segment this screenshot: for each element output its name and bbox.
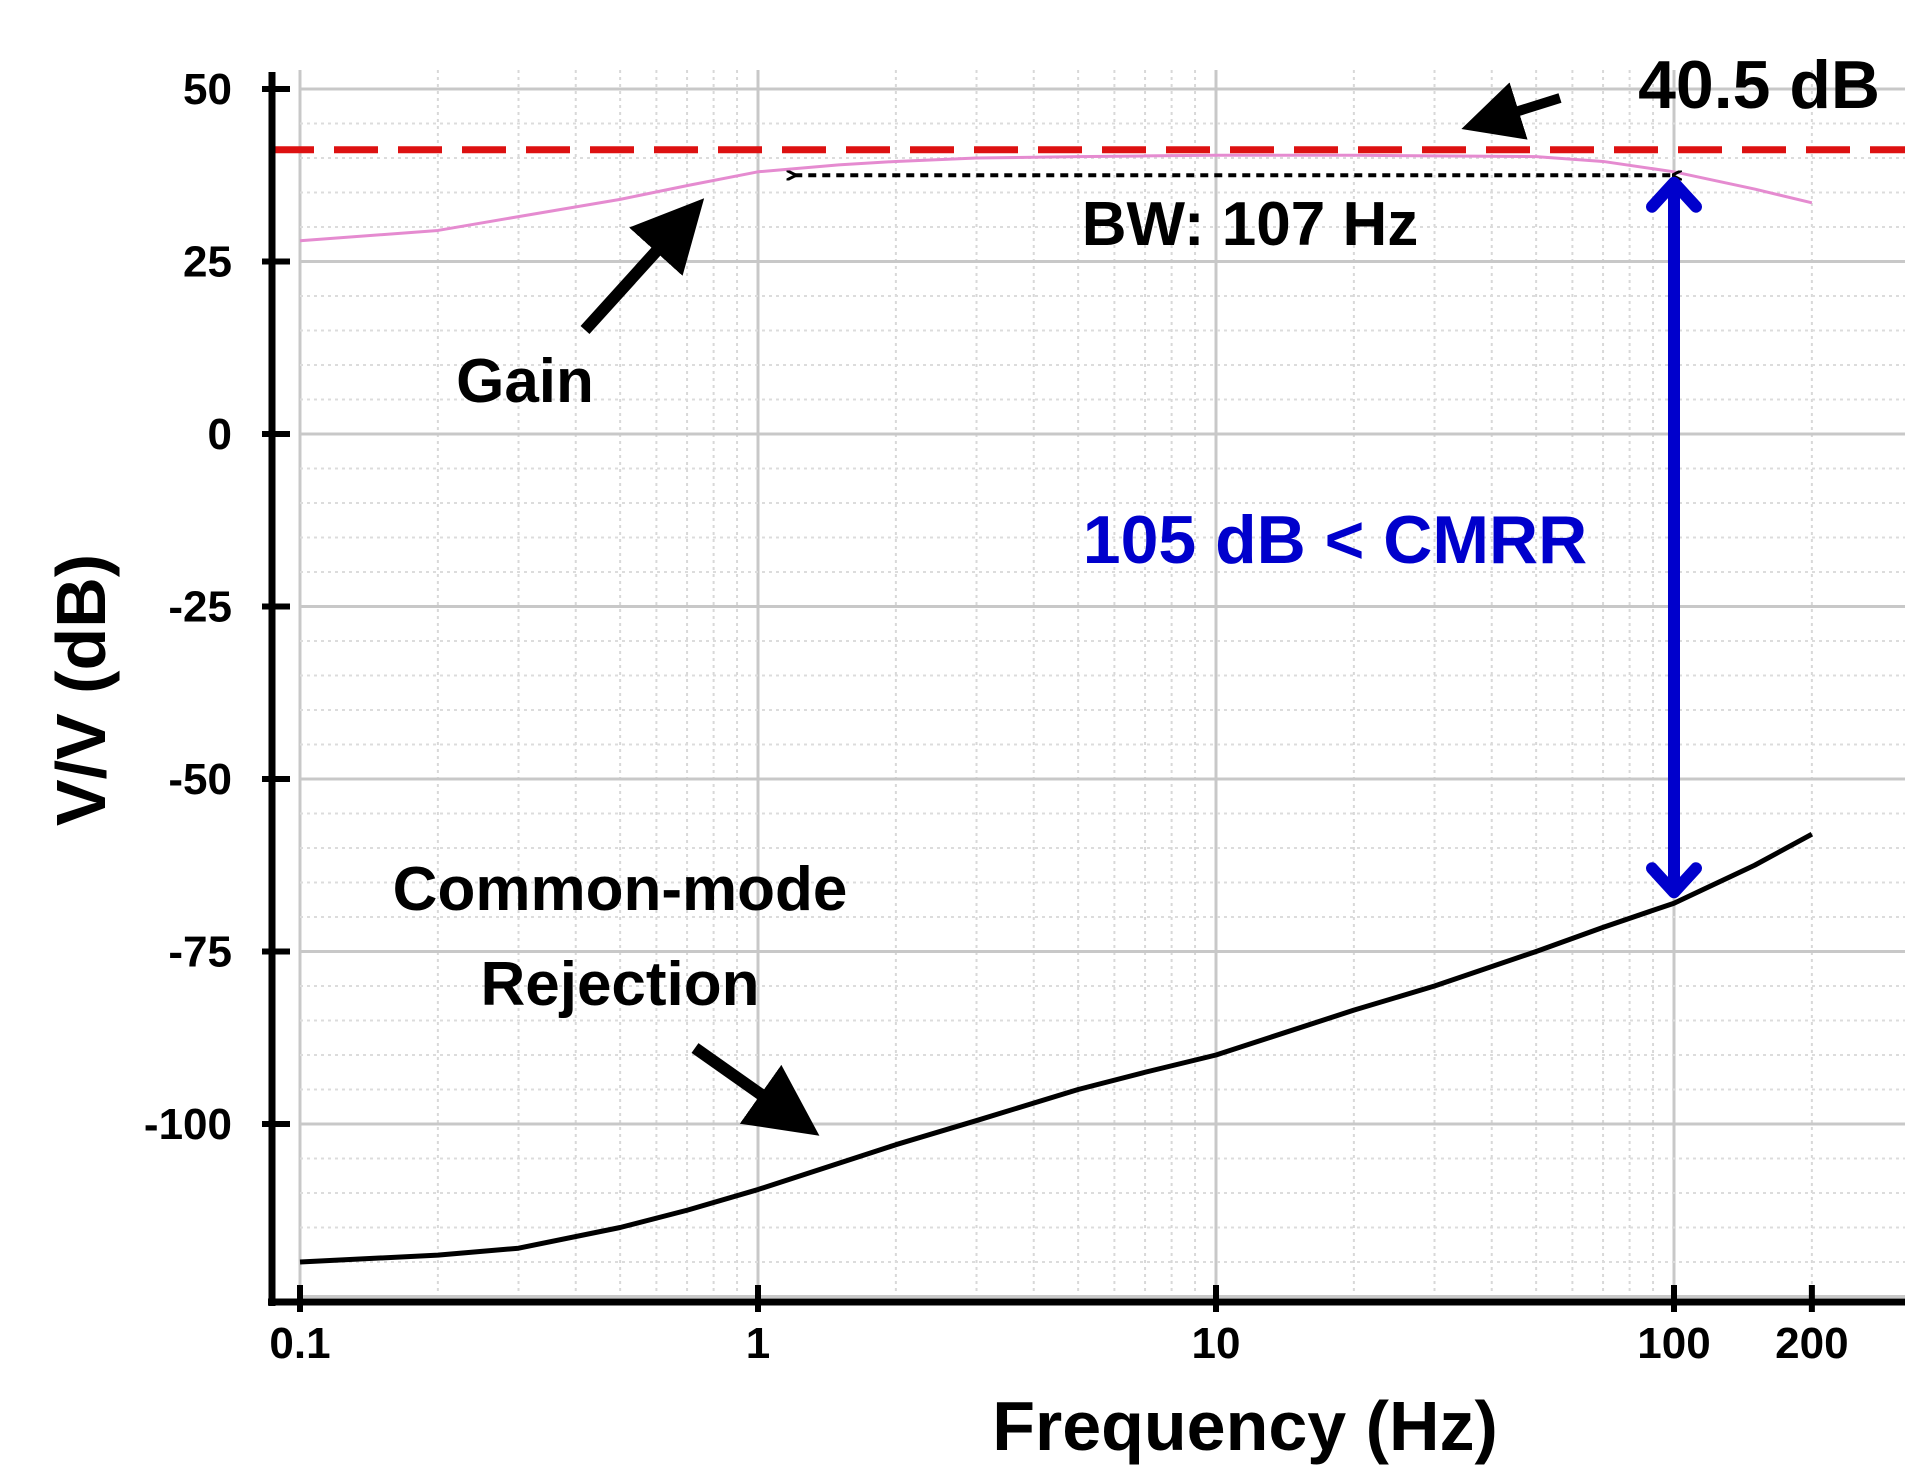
gain-series-line (299, 153, 1813, 243)
y-tick-label: -50 (168, 755, 232, 804)
cmr-series-line (299, 832, 1814, 1265)
cmr-arrow (691, 1043, 820, 1136)
cmrr-arrow-head-top (1646, 176, 1702, 213)
cmr-label-line1: Common-mode (393, 855, 848, 924)
cmrr-arrow-head-bottom (1646, 862, 1702, 899)
peak-gain-label: 40.5 dB (1638, 47, 1880, 123)
x-tick-label: 200 (1775, 1319, 1848, 1368)
tick-layer: 50 25 0 -25 -50 -75 -100 0.1 1 10 100 200 (144, 65, 1849, 1368)
peak-gain-arrow (1461, 82, 1562, 140)
y-tick-label: 50 (183, 65, 232, 114)
x-axis-title: Frequency (Hz) (992, 1387, 1498, 1465)
y-tick-label: 25 (183, 238, 232, 287)
y-tick-label: -100 (144, 1100, 232, 1149)
gain-arrow (580, 198, 705, 335)
x-tick-label: 10 (1192, 1319, 1241, 1368)
y-tick-label: 0 (208, 410, 232, 459)
y-tick-label: -25 (168, 583, 232, 632)
x-tick-label: 0.1 (269, 1319, 330, 1368)
gain-label: Gain (456, 347, 594, 416)
cmr-label-line2: Rejection (480, 950, 759, 1019)
x-tick-label: 1 (746, 1319, 770, 1368)
cmrr-label: 105 dB < CMRR (1083, 502, 1587, 578)
bandwidth-label: BW: 107 Hz (1082, 190, 1419, 259)
series-layer (270, 146, 1905, 1265)
x-tick-label: 100 (1637, 1319, 1710, 1368)
y-axis-title: V/V (dB) (42, 554, 120, 826)
y-tick-label: -75 (168, 928, 232, 977)
